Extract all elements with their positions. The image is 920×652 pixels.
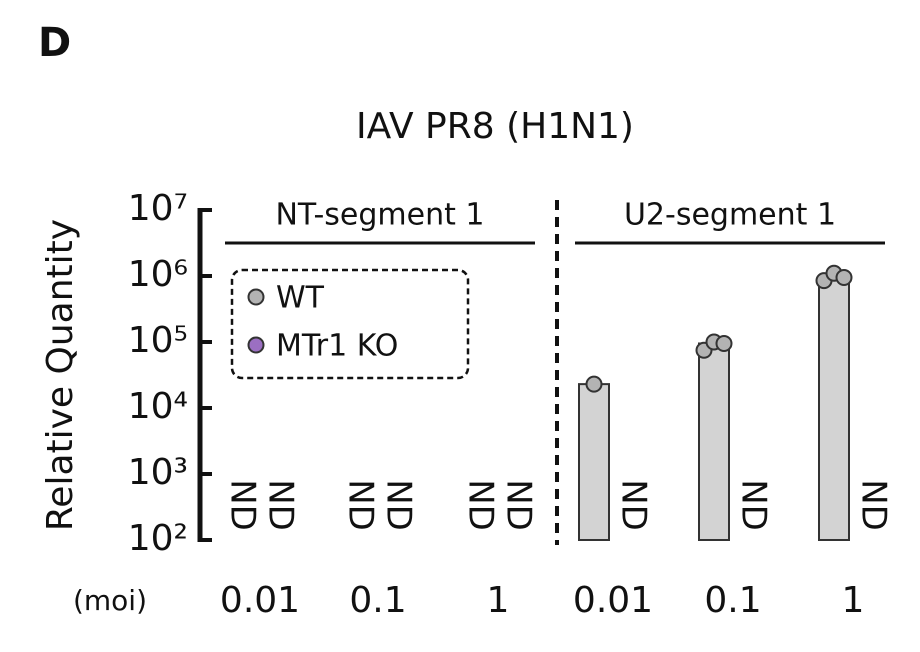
- group-label: U2-segment 1: [624, 198, 836, 233]
- nd-label: ND: [223, 479, 263, 531]
- legend-marker: [247, 288, 265, 306]
- legend-marker: [247, 336, 265, 354]
- legend-label: MTr1 KO: [276, 329, 398, 364]
- bar: [698, 342, 730, 541]
- legend-label: WT: [276, 281, 325, 316]
- nd-label: ND: [261, 479, 301, 531]
- data-point: [715, 334, 733, 352]
- nd-label: ND: [614, 479, 654, 531]
- data-point: [835, 268, 853, 286]
- legend-box: [230, 268, 470, 380]
- x-tick-label: 0.1: [349, 580, 406, 621]
- nd-label: ND: [734, 479, 774, 531]
- y-axis-label: Relative Quantity: [40, 219, 81, 531]
- nd-label: ND: [341, 479, 381, 531]
- y-tick-label: 10⁵: [128, 320, 188, 361]
- data-point: [585, 375, 603, 393]
- nd-label: ND: [499, 479, 539, 531]
- x-tick-label: 0.01: [220, 580, 300, 621]
- nd-label: ND: [461, 479, 501, 531]
- x-tick-label: 0.1: [704, 580, 761, 621]
- nd-label: ND: [854, 479, 894, 531]
- y-tick-label: 10⁶: [128, 254, 188, 295]
- x-tick-label: 0.01: [573, 580, 653, 621]
- group-label: NT-segment 1: [275, 198, 484, 233]
- y-tick-label: 10³: [128, 452, 188, 493]
- bar: [578, 383, 610, 542]
- y-tick-label: 10²: [128, 518, 188, 559]
- panel-label: D: [38, 20, 71, 66]
- nd-label: ND: [379, 479, 419, 531]
- x-tick-label: 1: [842, 580, 865, 621]
- x-prefix: (moi): [73, 584, 147, 617]
- bar: [818, 276, 850, 541]
- y-tick-label: 10⁷: [128, 188, 188, 229]
- y-tick-label: 10⁴: [128, 386, 188, 427]
- x-tick-label: 1: [487, 580, 510, 621]
- chart-title: IAV PR8 (H1N1): [356, 106, 634, 147]
